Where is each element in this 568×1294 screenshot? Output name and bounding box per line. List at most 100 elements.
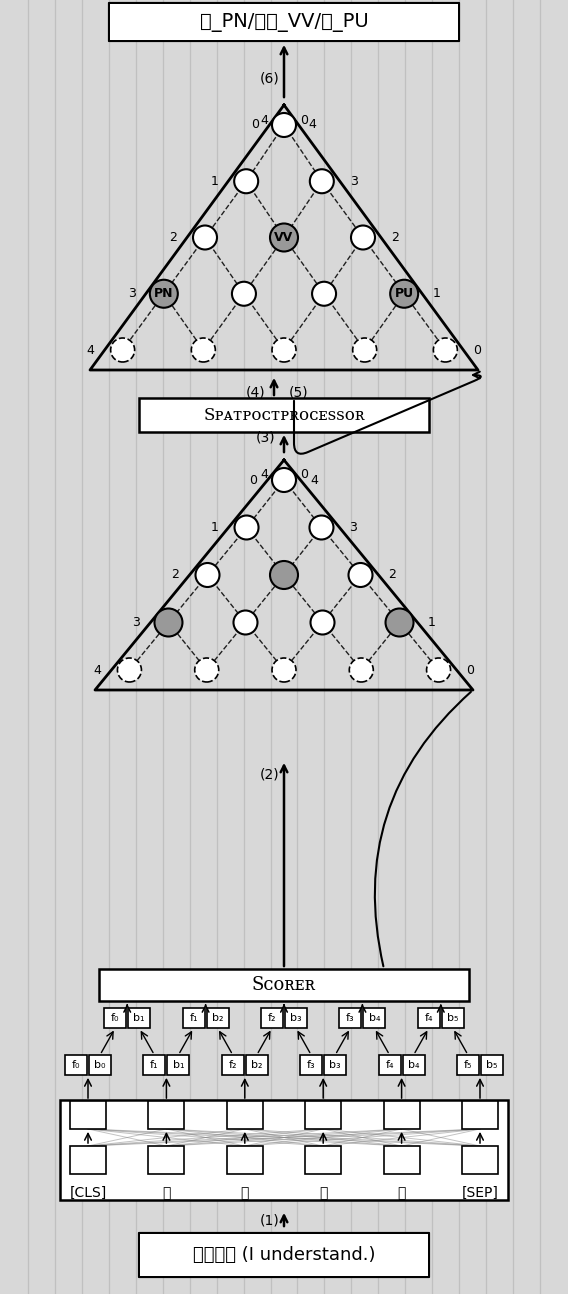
Text: 1: 1 (211, 521, 219, 534)
Text: b₄: b₄ (408, 1060, 419, 1070)
Text: 4: 4 (260, 114, 268, 127)
Text: [SEP]: [SEP] (462, 1187, 499, 1200)
Circle shape (111, 338, 135, 362)
Circle shape (351, 225, 375, 250)
Text: f₁: f₁ (150, 1060, 158, 1070)
Circle shape (270, 562, 298, 589)
Text: (3): (3) (256, 431, 276, 445)
Bar (227, 1146, 263, 1174)
Text: [CLS]: [CLS] (69, 1187, 107, 1200)
Text: 2: 2 (172, 568, 179, 581)
Text: 0: 0 (466, 664, 475, 677)
Bar (65, 1055, 87, 1075)
Text: 4: 4 (260, 468, 268, 481)
Circle shape (386, 608, 414, 637)
Circle shape (427, 659, 450, 682)
Text: 解: 解 (319, 1187, 327, 1200)
Bar (305, 1146, 341, 1174)
Circle shape (232, 282, 256, 305)
Circle shape (191, 338, 215, 362)
Text: f₄: f₄ (385, 1060, 394, 1070)
Text: 1: 1 (432, 287, 440, 300)
Circle shape (272, 468, 296, 492)
Text: 2: 2 (389, 568, 396, 581)
Circle shape (349, 659, 373, 682)
Circle shape (193, 225, 217, 250)
Text: b₅: b₅ (486, 1060, 498, 1070)
Text: 3: 3 (349, 521, 357, 534)
Circle shape (154, 608, 182, 637)
Text: 0: 0 (300, 114, 308, 127)
Circle shape (272, 659, 296, 682)
FancyBboxPatch shape (109, 3, 459, 41)
Text: PU: PU (395, 287, 414, 300)
Circle shape (233, 611, 257, 634)
Bar (168, 1055, 189, 1075)
Text: (4): (4) (246, 386, 266, 400)
Bar (182, 1008, 204, 1027)
Bar (207, 1008, 228, 1027)
Text: b₁: b₁ (133, 1013, 145, 1024)
Bar (70, 1101, 106, 1128)
Bar (481, 1055, 503, 1075)
Text: 2: 2 (169, 232, 177, 245)
Text: f₄: f₄ (424, 1013, 433, 1024)
Text: 0: 0 (249, 474, 257, 487)
Text: 4: 4 (311, 474, 319, 487)
Text: 4: 4 (87, 343, 95, 357)
Bar (222, 1055, 244, 1075)
Circle shape (433, 338, 457, 362)
Bar (462, 1146, 498, 1174)
Text: f₂: f₂ (268, 1013, 276, 1024)
Text: 1: 1 (210, 175, 218, 188)
Text: 4: 4 (94, 664, 101, 677)
Circle shape (234, 170, 258, 193)
Text: 2: 2 (391, 232, 399, 245)
Bar (442, 1008, 464, 1027)
Text: Sᴄᴏʀᴇʀ: Sᴄᴏʀᴇʀ (252, 976, 316, 994)
Bar (261, 1008, 283, 1027)
Text: f₁: f₁ (189, 1013, 198, 1024)
Text: PN: PN (154, 287, 174, 300)
Text: (1): (1) (260, 1212, 280, 1227)
Bar (305, 1101, 341, 1128)
Circle shape (310, 515, 333, 540)
Text: Sᴘᴀᴛᴘᴏᴄᴛᴘʀᴏᴄᴇѕѕᴏʀ: Sᴘᴀᴛᴘᴏᴄᴛᴘʀᴏᴄᴇѕѕᴏʀ (203, 406, 365, 423)
Text: (2): (2) (260, 769, 280, 782)
Text: 3: 3 (350, 175, 358, 188)
Bar (457, 1055, 479, 1075)
Text: f₅: f₅ (464, 1060, 472, 1070)
Bar (383, 1101, 420, 1128)
Bar (340, 1008, 361, 1027)
Bar (403, 1055, 425, 1075)
Text: (5): (5) (289, 386, 309, 400)
Bar (70, 1146, 106, 1174)
Text: 理: 理 (241, 1187, 249, 1200)
Text: 我_PN/理解_VV/。_PU: 我_PN/理解_VV/。_PU (199, 13, 369, 31)
Text: b₄: b₄ (369, 1013, 380, 1024)
Text: 0: 0 (300, 468, 308, 481)
Circle shape (195, 659, 219, 682)
Text: (6): (6) (260, 71, 280, 85)
Circle shape (270, 224, 298, 251)
Bar (379, 1055, 400, 1075)
Text: b₃: b₃ (329, 1060, 341, 1070)
FancyBboxPatch shape (139, 399, 429, 432)
Circle shape (311, 611, 335, 634)
Bar (418, 1008, 440, 1027)
Text: b₂: b₂ (251, 1060, 262, 1070)
Text: f₃: f₃ (307, 1060, 315, 1070)
Text: VV: VV (274, 232, 294, 245)
Circle shape (195, 563, 219, 587)
Circle shape (390, 280, 418, 308)
Bar (104, 1008, 126, 1027)
Text: b₂: b₂ (212, 1013, 223, 1024)
Bar (383, 1146, 420, 1174)
Bar (462, 1101, 498, 1128)
Text: f₂: f₂ (228, 1060, 237, 1070)
Circle shape (118, 659, 141, 682)
FancyBboxPatch shape (139, 1233, 429, 1277)
Bar (148, 1146, 185, 1174)
Text: f₀: f₀ (72, 1060, 80, 1070)
Circle shape (272, 113, 296, 137)
